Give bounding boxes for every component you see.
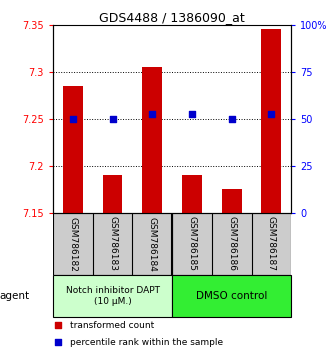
Text: transformed count: transformed count [70, 321, 154, 330]
Text: GSM786185: GSM786185 [187, 217, 197, 272]
Point [55, 322, 60, 328]
Point [70, 116, 75, 121]
Text: GSM786183: GSM786183 [108, 217, 117, 272]
Text: Notch inhibitor DAPT
(10 μM.): Notch inhibitor DAPT (10 μM.) [66, 286, 160, 306]
Bar [63, 86, 83, 213]
Text: GSM786184: GSM786184 [148, 217, 157, 272]
Text: GSM786186: GSM786186 [227, 217, 236, 272]
Bar [53, 275, 172, 317]
Text: GSM786187: GSM786187 [267, 217, 276, 272]
Bar [222, 189, 242, 213]
Point [269, 111, 274, 117]
Point [110, 116, 115, 121]
Bar [172, 275, 291, 317]
Point [55, 339, 60, 345]
Text: GSM786182: GSM786182 [68, 217, 77, 272]
Bar [103, 175, 122, 213]
Text: agent: agent [0, 291, 29, 301]
Bar [182, 175, 202, 213]
Bar [142, 67, 162, 213]
Text: percentile rank within the sample: percentile rank within the sample [70, 338, 223, 347]
Point [189, 111, 195, 117]
Point [229, 116, 234, 121]
Point [150, 111, 155, 117]
Text: DMSO control: DMSO control [196, 291, 267, 301]
Bar [261, 29, 281, 213]
Title: GDS4488 / 1386090_at: GDS4488 / 1386090_at [99, 11, 245, 24]
